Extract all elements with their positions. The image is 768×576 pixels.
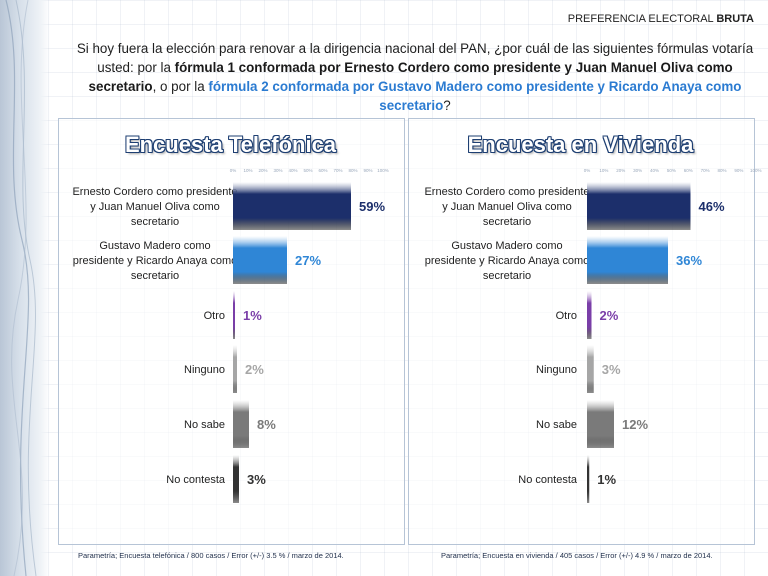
survey-question: Si hoy fuera la elección para renovar a … (70, 39, 760, 115)
question-text-part1: Si hoy fuera la elección para renovar a … (76, 41, 754, 75)
question-text-part3: ? (443, 98, 451, 113)
bar (233, 291, 235, 339)
category-label: y Juan Manuel Oliva como (90, 201, 220, 213)
category-label: No contesta (166, 474, 226, 486)
category-label: presidente y Ricardo Anaya como (425, 255, 589, 267)
category-label: No sabe (536, 419, 577, 431)
category-label: secretario (483, 216, 531, 228)
axis-tick-label: 70% (701, 168, 710, 173)
value-label: 59% (359, 199, 385, 214)
value-label: 46% (699, 199, 725, 214)
value-label: 1% (243, 308, 262, 323)
axis-tick-label: 30% (633, 168, 642, 173)
bar (233, 236, 287, 284)
axis-tick-label: 90% (363, 168, 372, 173)
category-label: presidente y Ricardo Anaya como (73, 255, 237, 267)
category-label: secretario (131, 270, 179, 282)
question-formula-2: fórmula 2 conformada por Gustavo Madero … (208, 79, 742, 113)
footnote-vivienda: Parametría; Encuesta en vivienda / 405 c… (441, 551, 713, 560)
bar (587, 345, 594, 393)
category-label: Otro (556, 310, 577, 322)
axis-tick-label: 20% (616, 168, 625, 173)
bar (587, 455, 590, 503)
axis-tick-label: 100% (750, 168, 762, 173)
value-label: 3% (247, 472, 266, 487)
value-label: 1% (597, 472, 616, 487)
value-label: 27% (295, 253, 321, 268)
bar (587, 400, 614, 448)
value-label: 8% (257, 417, 276, 432)
value-label: 12% (622, 417, 648, 432)
bar (587, 291, 592, 339)
axis-tick-label: 50% (667, 168, 676, 173)
category-label: No contesta (518, 474, 578, 486)
axis-tick-label: 60% (318, 168, 327, 173)
bar (233, 345, 237, 393)
decorative-side-strip (0, 0, 50, 576)
decorative-lines (5, 0, 37, 576)
value-label: 36% (676, 253, 702, 268)
bar (233, 182, 351, 230)
chart-title-telefonica: Encuesta Telefónica (124, 132, 337, 157)
axis-tick-label: 80% (348, 168, 357, 173)
category-label: Gustavo Madero como (451, 240, 562, 252)
axis-tick-label: 40% (650, 168, 659, 173)
bar (233, 400, 249, 448)
chart-title-vivienda: Encuesta en Vivienda (467, 132, 694, 157)
axis-tick-label: 80% (717, 168, 726, 173)
question-formula-1: fórmula 1 conformada por Ernesto Cordero… (88, 60, 733, 94)
axis-tick-label: 70% (333, 168, 342, 173)
bar (587, 236, 668, 284)
bar (233, 455, 239, 503)
axis-tick-label: 30% (273, 168, 282, 173)
axis-tick-label: 50% (303, 168, 312, 173)
value-label: 2% (245, 362, 264, 377)
axis-tick-label: 0% (584, 168, 591, 173)
axis-tick-label: 60% (684, 168, 693, 173)
axis-tick-label: 40% (288, 168, 297, 173)
category-label: Ninguno (536, 364, 577, 376)
question-text-part2: , o por la (152, 79, 209, 94)
category-label: Ninguno (184, 364, 225, 376)
axis-tick-label: 10% (243, 168, 252, 173)
category-label: secretario (131, 216, 179, 228)
axis-tick-label: 100% (377, 168, 389, 173)
footnote-telefonica: Parametría; Encuesta telefónica / 800 ca… (78, 551, 344, 560)
page-header-title: PREFERENCIA ELECTORAL BRUTA (568, 13, 754, 25)
bar (587, 182, 691, 230)
header-title-bold: BRUTA (716, 13, 754, 25)
category-label: secretario (483, 270, 531, 282)
category-label: y Juan Manuel Oliva como (442, 201, 572, 213)
chart-panel-vivienda (408, 118, 755, 545)
category-label: Otro (204, 310, 225, 322)
value-label: 2% (600, 308, 619, 323)
category-label: No sabe (184, 419, 225, 431)
category-label: Ernesto Cordero como presidente (72, 186, 237, 198)
axis-tick-label: 90% (734, 168, 743, 173)
axis-tick-label: 0% (230, 168, 237, 173)
axis-tick-label: 10% (599, 168, 608, 173)
category-label: Gustavo Madero como (99, 240, 210, 252)
header-title-prefix: PREFERENCIA ELECTORAL (567, 13, 714, 25)
axis-tick-label: 20% (258, 168, 267, 173)
value-label: 3% (602, 362, 621, 377)
category-label: Ernesto Cordero como presidente (424, 186, 589, 198)
